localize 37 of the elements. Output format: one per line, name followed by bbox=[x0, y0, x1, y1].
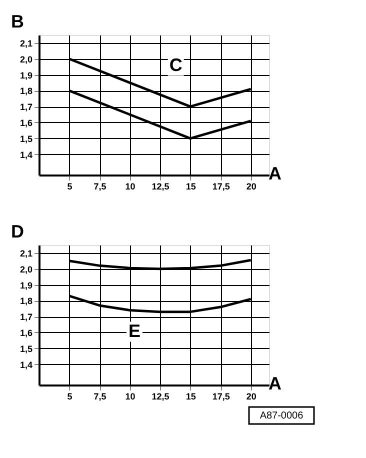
y-axis-title: D bbox=[11, 222, 24, 242]
x-tick-label: 7,5 bbox=[94, 392, 106, 402]
x-tick-label: 17,5 bbox=[212, 182, 230, 192]
annotation: C bbox=[169, 54, 182, 75]
y-tick-label: 1,9 bbox=[20, 70, 32, 80]
y-tick-label: 1,8 bbox=[20, 296, 32, 306]
y-axis-title: B bbox=[11, 12, 24, 32]
y-tick-label: 2,0 bbox=[20, 264, 32, 274]
y-tick-label: 2,1 bbox=[20, 38, 32, 48]
y-tick-label: 1,4 bbox=[20, 150, 32, 160]
x-axis-title: A bbox=[268, 164, 282, 184]
y-tick-label: 1,7 bbox=[20, 102, 32, 112]
text: A87-0006 bbox=[260, 410, 304, 422]
x-tick-label: 10 bbox=[125, 392, 136, 402]
y-tick-label: 1,4 bbox=[20, 360, 32, 370]
x-tick-label: 5 bbox=[67, 392, 72, 402]
y-tick-label: 2,1 bbox=[20, 248, 32, 258]
x-tick-label: 12,5 bbox=[152, 182, 170, 192]
x-tick-label: 10 bbox=[125, 182, 136, 192]
y-tick-label: 1,8 bbox=[20, 86, 32, 96]
y-tick-label: 2,0 bbox=[20, 54, 32, 64]
x-tick-label: 20 bbox=[246, 392, 256, 402]
y-tick-label: 1,7 bbox=[20, 312, 32, 322]
x-tick-label: 5 bbox=[67, 182, 72, 192]
x-axis-title: A bbox=[268, 374, 282, 394]
x-tick-label: 15 bbox=[186, 182, 196, 192]
y-tick-label: 1,9 bbox=[20, 280, 32, 290]
y-tick-label: 1,5 bbox=[20, 134, 32, 144]
annotation: E bbox=[128, 320, 140, 341]
x-tick-label: 17,5 bbox=[212, 392, 230, 402]
x-tick-label: 20 bbox=[246, 182, 256, 192]
y-tick-label: 1,6 bbox=[20, 328, 32, 338]
y-tick-label: 1,5 bbox=[20, 344, 32, 354]
x-tick-label: 7,5 bbox=[94, 182, 106, 192]
x-tick-label: 12,5 bbox=[152, 392, 170, 402]
x-tick-label: 15 bbox=[186, 392, 196, 402]
y-tick-label: 1,6 bbox=[20, 118, 32, 128]
